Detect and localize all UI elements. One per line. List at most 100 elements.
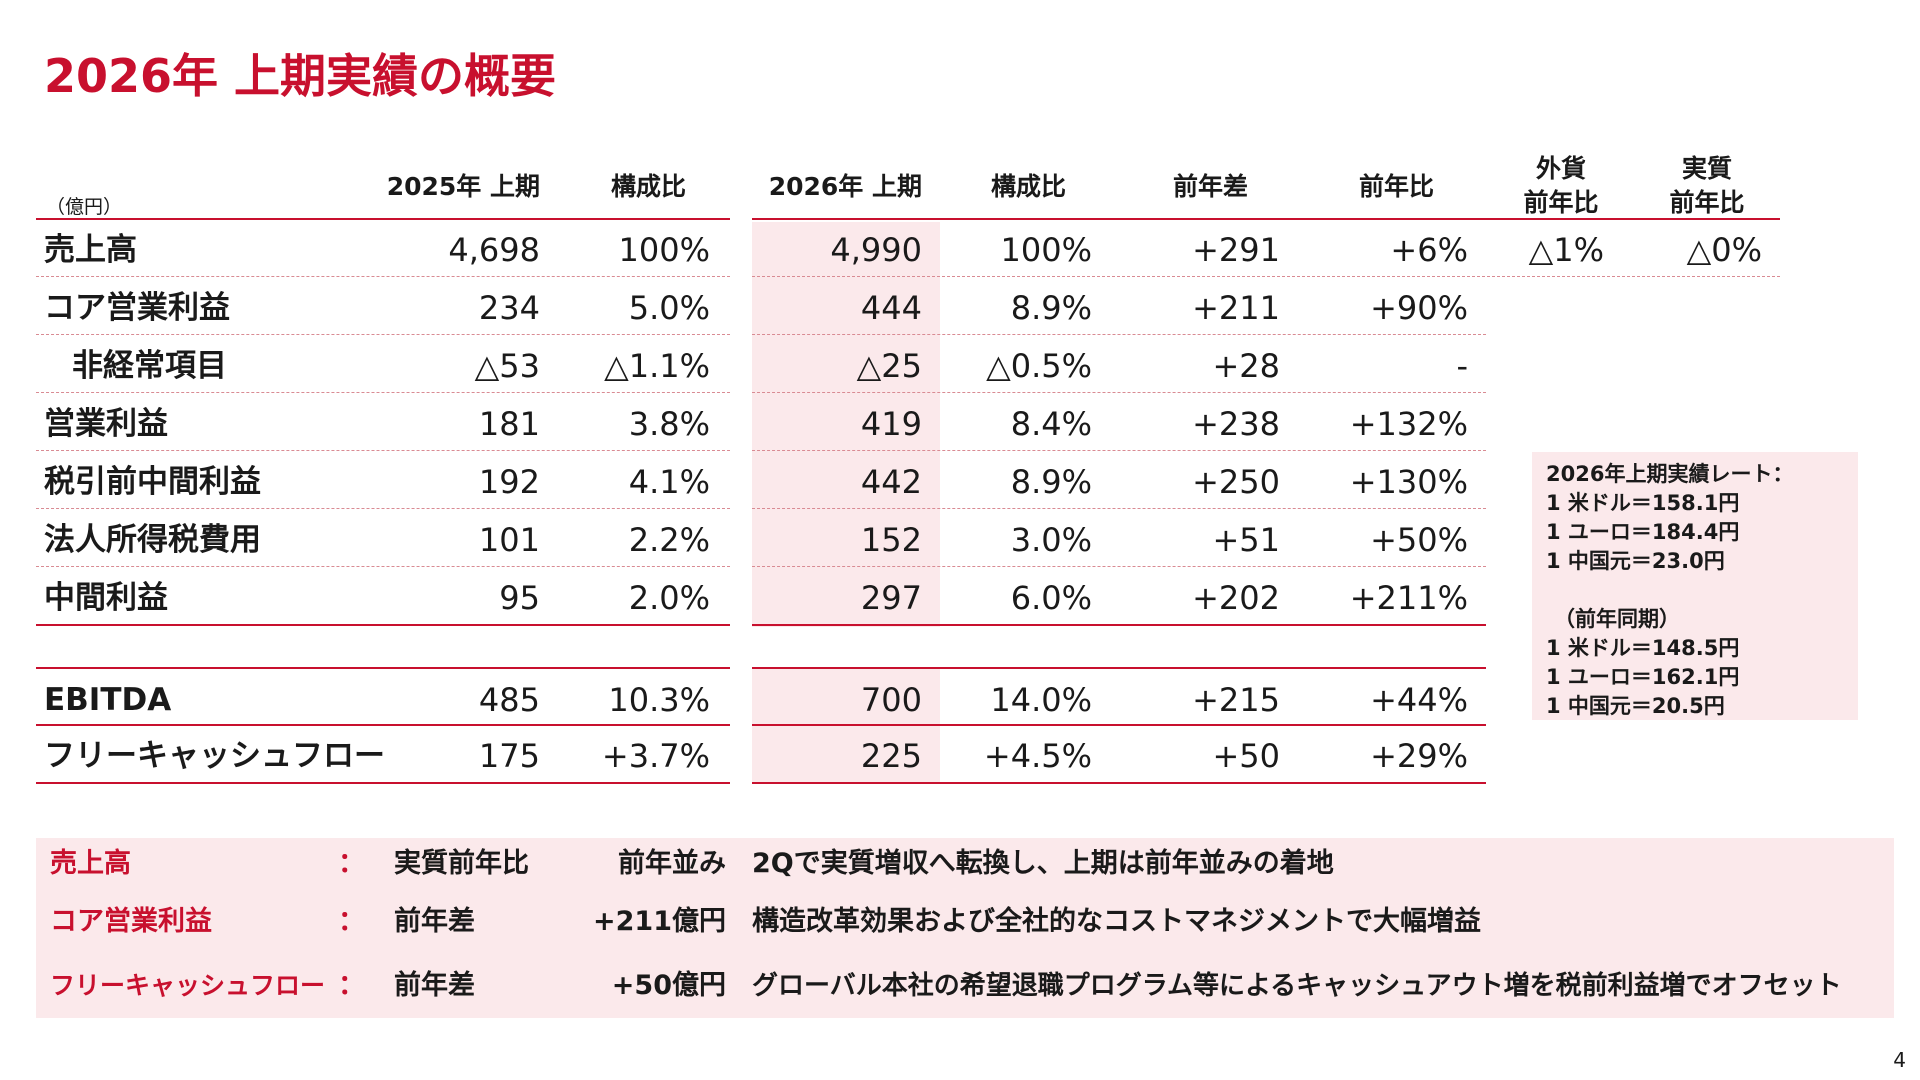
exchange-rate-box: 2026年上期実績レート： 1 米ドル＝158.1円 1 ユーロ＝184.4円 …: [1532, 452, 1858, 720]
row-divider: [752, 392, 1486, 393]
section-rule: [752, 624, 1486, 626]
row-label-interim-profit: 中間利益: [44, 580, 168, 616]
cell-diff: +238: [1192, 405, 1280, 443]
cell-prev-ratio: 10.3%: [608, 681, 710, 719]
cell-curr-ratio: 3.0%: [1010, 521, 1092, 559]
header-yoy-diff: 前年差: [1172, 172, 1248, 201]
cell-curr: 4,990: [830, 231, 922, 269]
row-divider: [752, 508, 1486, 509]
rate-prev-title: （前年同期）: [1554, 607, 1680, 631]
row-divider: [752, 566, 1486, 567]
header-rule-left: [36, 218, 730, 220]
cell-curr-ratio: 6.0%: [1010, 579, 1092, 617]
summary-label: コア営業利益: [50, 906, 212, 937]
cell-prev-ratio: 4.1%: [628, 463, 710, 501]
summary-box: [36, 838, 1894, 1018]
cell-curr: 444: [860, 289, 922, 327]
cell-rate: +50%: [1370, 521, 1468, 559]
row-divider: [36, 392, 730, 393]
cell-prev-ratio: 3.8%: [628, 405, 710, 443]
header-fx-yoy: 外貨 前年比: [1506, 152, 1616, 220]
row-label-income-tax-expense: 法人所得税費用: [44, 522, 261, 558]
summary-comment: 構造改革効果および全社的なコストマネジメントで大幅増益: [752, 906, 1481, 937]
section-gap: [752, 627, 942, 667]
cell-prev: △53: [474, 347, 540, 385]
header-fx-yoy-line2: 前年比: [1523, 188, 1599, 217]
header-prev-ratio: 構成比: [610, 172, 686, 201]
cell-rate: +29%: [1370, 737, 1468, 775]
header-real-yoy-line1: 実質: [1681, 154, 1732, 183]
summary-value: +50億円: [611, 970, 726, 1001]
row-divider: [36, 450, 730, 451]
cell-curr-ratio: +4.5%: [983, 737, 1092, 775]
cell-prev: 101: [478, 521, 540, 559]
summary-colon: ：: [338, 906, 365, 937]
cell-diff: +28: [1212, 347, 1280, 385]
cell-curr-ratio: 100%: [1000, 231, 1092, 269]
cell-rate: +44%: [1370, 681, 1468, 719]
cell-diff: +211: [1192, 289, 1280, 327]
header-curr-ratio: 構成比: [990, 172, 1066, 201]
cell-prev: 181: [478, 405, 540, 443]
row-divider: [36, 334, 730, 335]
row-divider: [36, 276, 730, 277]
rate-prev-usd: 1 米ドル＝148.5円: [1546, 636, 1740, 660]
cell-curr-ratio: △0.5%: [986, 347, 1092, 385]
cell-rate: +6%: [1390, 231, 1468, 269]
header-real-yoy-line2: 前年比: [1669, 188, 1745, 217]
cell-prev-ratio: △1.1%: [604, 347, 710, 385]
rate-cny: 1 中国元＝23.0円: [1546, 549, 1725, 573]
spacer: [1546, 576, 1844, 605]
cell-diff: +51: [1212, 521, 1280, 559]
table-bottom-rule: [36, 782, 730, 784]
cell-diff: +291: [1192, 231, 1280, 269]
page-title: 2026年 上期実績の概要: [44, 49, 557, 103]
cell-diff: +50: [1212, 737, 1280, 775]
unit-label: （億円）: [46, 196, 123, 218]
summary-colon: ：: [338, 848, 365, 879]
row-divider: [36, 566, 730, 567]
rate-prev-cny: 1 中国元＝20.5円: [1546, 694, 1725, 718]
cell-curr-ratio: 8.9%: [1010, 289, 1092, 327]
cell-prev-ratio: 5.0%: [628, 289, 710, 327]
cell-diff: +250: [1192, 463, 1280, 501]
section-rule: [752, 667, 1486, 669]
row-label-sales: 売上高: [44, 232, 137, 268]
summary-value: +211億円: [593, 906, 726, 937]
section-rule: [36, 667, 730, 669]
cell-diff: +202: [1192, 579, 1280, 617]
rate-eur: 1 ユーロ＝184.4円: [1546, 520, 1740, 544]
row-divider: [752, 276, 1780, 277]
summary-comment: グローバル本社の希望退職プログラム等によるキャッシュアウト増を税前利益増でオフセ…: [752, 971, 1842, 1001]
row-label-free-cash-flow: フリーキャッシュフロー: [44, 738, 385, 774]
header-prev-half: 2025年 上期: [386, 172, 540, 201]
summary-metric: 前年差: [394, 970, 475, 1001]
header-yoy-rate: 前年比: [1358, 172, 1434, 201]
summary-metric: 実質前年比: [394, 848, 529, 879]
cell-curr: 152: [860, 521, 922, 559]
rate-usd: 1 米ドル＝158.1円: [1546, 491, 1740, 515]
cell-prev: 234: [478, 289, 540, 327]
row-label-operating-profit: 営業利益: [44, 406, 168, 442]
cell-prev-ratio: 2.0%: [628, 579, 710, 617]
rate-prev-eur: 1 ユーロ＝162.1円: [1546, 665, 1740, 689]
row-label-core-operating-profit: コア営業利益: [44, 290, 230, 326]
header-rule-right: [752, 218, 1780, 220]
page-number: 4: [1893, 1048, 1906, 1072]
summary-metric: 前年差: [394, 906, 475, 937]
cell-curr-ratio: 8.4%: [1010, 405, 1092, 443]
cell-curr: △25: [856, 347, 922, 385]
cell-curr: 700: [860, 681, 922, 719]
cell-rate: +90%: [1370, 289, 1468, 327]
header-curr-half: 2026年 上期: [768, 172, 922, 201]
section-rule: [36, 724, 730, 726]
table-bottom-rule: [752, 782, 1486, 784]
current-period-highlight: [752, 222, 940, 782]
rate-title: 2026年上期実績レート：: [1546, 462, 1794, 486]
row-divider: [752, 450, 1486, 451]
row-divider: [752, 334, 1486, 335]
cell-curr-ratio: 14.0%: [990, 681, 1092, 719]
cell-prev: 192: [478, 463, 540, 501]
cell-prev: 485: [478, 681, 540, 719]
summary-value: 前年並み: [618, 848, 726, 879]
